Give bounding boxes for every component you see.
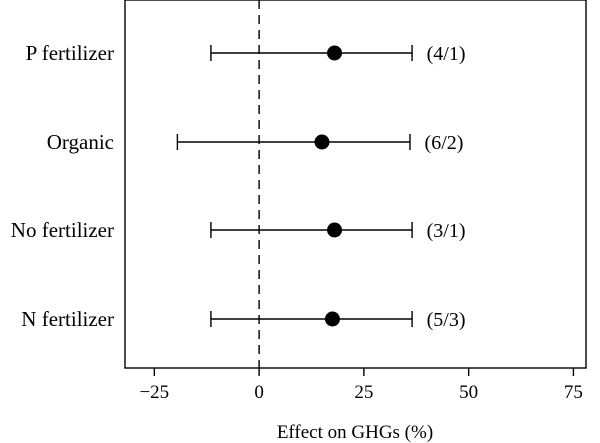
row-organic: Organic (6/2)	[47, 130, 464, 154]
mean-point	[327, 45, 343, 61]
category-label: No fertilizer	[11, 218, 114, 242]
x-tick-label: −25	[139, 382, 169, 403]
category-label: P fertilizer	[26, 41, 114, 65]
category-label: Organic	[47, 130, 114, 154]
x-tick-label: 0	[254, 382, 264, 403]
x-tick-label: 25	[354, 382, 373, 403]
row-n-fertilizer: N fertilizer (5/3)	[21, 307, 465, 331]
row-p-fertilizer: P fertilizer (4/1)	[26, 41, 466, 65]
row-no-fertilizer: No fertilizer (3/1)	[11, 218, 466, 242]
mean-point	[324, 311, 340, 327]
category-label: N fertilizer	[21, 307, 114, 331]
count-annotation: (3/1)	[427, 220, 466, 242]
x-tick-label: 75	[564, 382, 583, 403]
mean-point	[314, 134, 330, 150]
mean-point	[327, 222, 343, 238]
x-axis-title: Effect on GHGs (%)	[277, 422, 433, 443]
count-annotation: (5/3)	[427, 309, 466, 331]
plot-frame	[124, 0, 587, 369]
count-annotation: (4/1)	[427, 43, 466, 65]
x-tick-label: 50	[459, 382, 478, 403]
count-annotation: (6/2)	[425, 132, 464, 154]
